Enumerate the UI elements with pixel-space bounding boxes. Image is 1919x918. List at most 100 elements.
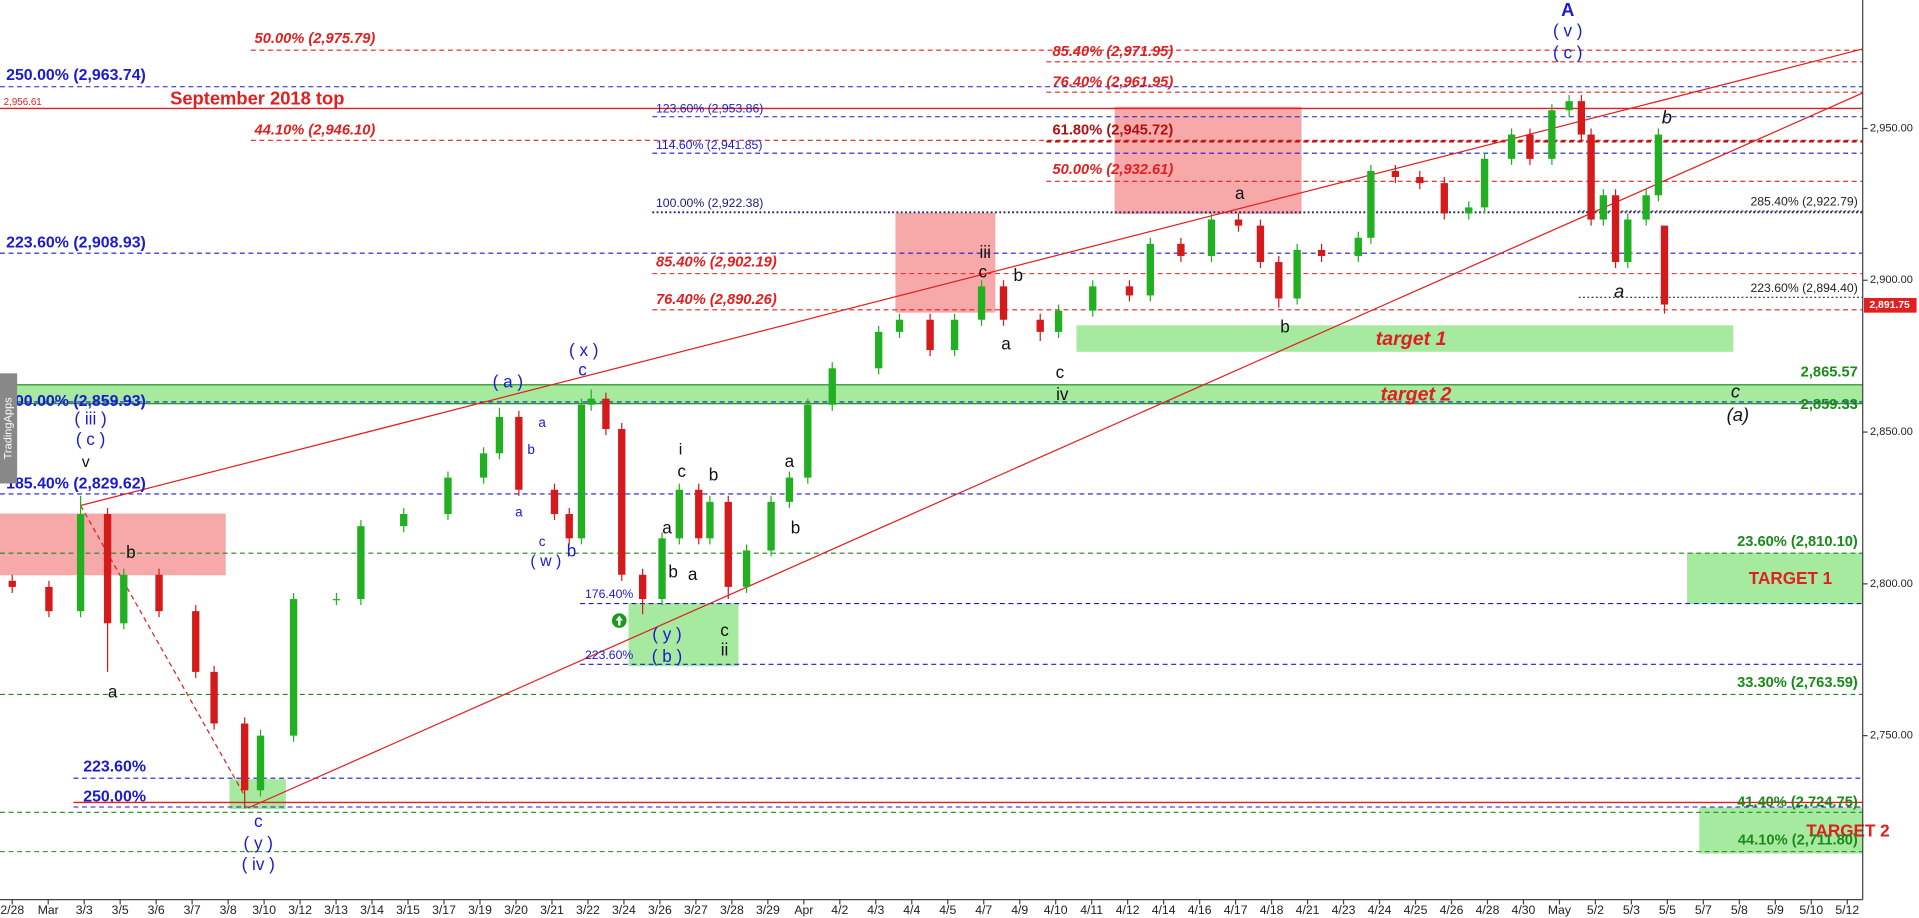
wave-label: a xyxy=(1235,183,1245,203)
candle-body xyxy=(1507,134,1516,159)
candle-body xyxy=(400,514,408,527)
zones xyxy=(0,106,1864,854)
x-tick-label: 3/15 xyxy=(396,903,420,917)
x-tick-label: 3/19 xyxy=(468,903,492,917)
candle-body xyxy=(1565,101,1573,111)
y-tick-label: 2,850.00 xyxy=(1870,426,1913,438)
candle-body xyxy=(577,404,586,539)
wave-label: b xyxy=(668,561,678,581)
level-label: 223.60% (2,908.93) xyxy=(6,235,146,252)
candle-body xyxy=(1611,195,1620,263)
y-tick-label: 2,900.00 xyxy=(1870,274,1913,286)
candle-body xyxy=(1391,170,1400,178)
x-tick-label: 3/17 xyxy=(432,903,456,917)
candle-body xyxy=(1089,286,1097,311)
x-tick-label: 4/4 xyxy=(903,903,920,917)
x-tick-label: 3/5 xyxy=(112,903,129,917)
x-tick-label: 3/28 xyxy=(720,903,744,917)
x-tick-label: 4/14 xyxy=(1152,903,1176,917)
x-tick-label: 3/21 xyxy=(540,903,564,917)
candle-body xyxy=(706,501,714,539)
candle-body xyxy=(926,319,934,351)
candle-body xyxy=(1275,262,1283,299)
candle-body xyxy=(357,526,365,600)
zone xyxy=(628,603,739,667)
watermark-box xyxy=(0,373,18,484)
level-label: 85.40% (2,971.95) xyxy=(1053,44,1174,60)
zone-label: TARGET 1 xyxy=(1749,568,1833,588)
wave-label: ( y ) xyxy=(652,624,681,644)
level-label: 50.00% (2,975.79) xyxy=(255,31,376,47)
x-tick-label: 3/13 xyxy=(324,903,348,917)
x-tick-label: 4/26 xyxy=(1440,903,1464,917)
candle-body xyxy=(1293,249,1301,299)
wave-label: A xyxy=(1561,0,1574,20)
candle-body xyxy=(45,586,53,612)
candle-body xyxy=(1654,134,1663,196)
wave-label: a xyxy=(1001,334,1011,354)
price-tag xyxy=(1863,297,1917,313)
candle-body xyxy=(1548,110,1556,159)
candle-body xyxy=(767,501,775,551)
wave-label: c xyxy=(578,359,587,379)
candle-body xyxy=(1624,219,1632,263)
y-tick-label: 2,750.00 xyxy=(1870,730,1913,742)
x-tick-label: 4/24 xyxy=(1368,903,1392,917)
wave-label: ( c ) xyxy=(76,429,105,449)
candle-body xyxy=(550,489,559,515)
level-label: 50.00% (2,932.61) xyxy=(1053,162,1174,178)
candle-body xyxy=(1054,310,1063,332)
candle-body xyxy=(658,538,666,600)
wave-label: c xyxy=(1056,362,1065,382)
wave-label: ( x ) xyxy=(569,340,598,360)
wave-label: ii xyxy=(721,640,729,660)
candle-body xyxy=(479,453,488,478)
level-label: 23.60% (2,810.10) xyxy=(1737,534,1858,550)
zone-label: TARGET 2 xyxy=(1806,820,1889,840)
candle-body xyxy=(895,319,904,332)
candle-body xyxy=(120,574,128,624)
level-label: 2,859.33 xyxy=(1801,397,1858,413)
candle-body xyxy=(977,286,986,320)
candle-body xyxy=(332,599,341,601)
x-tick-label: 5/8 xyxy=(1731,903,1748,917)
candle-body xyxy=(587,398,595,405)
wave-label: ( iii ) xyxy=(74,408,106,428)
wave-label: ( w ) xyxy=(530,553,561,570)
level-label: 85.40% (2,902.19) xyxy=(656,254,777,270)
candle-body xyxy=(675,489,684,539)
x-tick-label: 4/12 xyxy=(1116,903,1140,917)
candle-body xyxy=(1480,158,1489,208)
level-label: 44.10% (2,711.80) xyxy=(1738,832,1858,848)
wave-label: ( v ) xyxy=(1553,20,1582,40)
level-label: 61.80% (2,945.72) xyxy=(1053,122,1174,138)
candle-body xyxy=(1256,225,1265,263)
candle-body xyxy=(1036,319,1044,332)
candle-body xyxy=(1234,219,1243,226)
wave-label: c xyxy=(254,811,263,831)
level-label: 41.40% (2,724.75) xyxy=(1737,794,1858,810)
wave-label: iv xyxy=(1056,384,1069,404)
candle-body xyxy=(8,580,16,587)
x-tick-label: 4/3 xyxy=(867,903,884,917)
x-tick-label: 4/30 xyxy=(1512,903,1536,917)
x-tick-label: Apr xyxy=(794,903,813,917)
candle-body xyxy=(1317,249,1326,256)
zone xyxy=(0,513,226,576)
candle-body xyxy=(1526,134,1534,159)
candle-body xyxy=(515,416,523,490)
x-tick-label: 3/26 xyxy=(648,903,672,917)
x-tick-label: 4/5 xyxy=(939,903,956,917)
x-tick-label: 5/3 xyxy=(1623,903,1640,917)
candle-body xyxy=(495,416,504,454)
x-tick-label: May xyxy=(1548,903,1572,917)
level-label: 176.40% xyxy=(585,587,633,601)
wave-label: a xyxy=(108,681,118,701)
candle-body xyxy=(1416,177,1424,184)
candle-body xyxy=(602,398,610,430)
level-label: 44.10% (2,946.10) xyxy=(254,122,376,138)
wave-label: c xyxy=(720,620,729,640)
x-tick-label: 3/12 xyxy=(288,903,312,917)
